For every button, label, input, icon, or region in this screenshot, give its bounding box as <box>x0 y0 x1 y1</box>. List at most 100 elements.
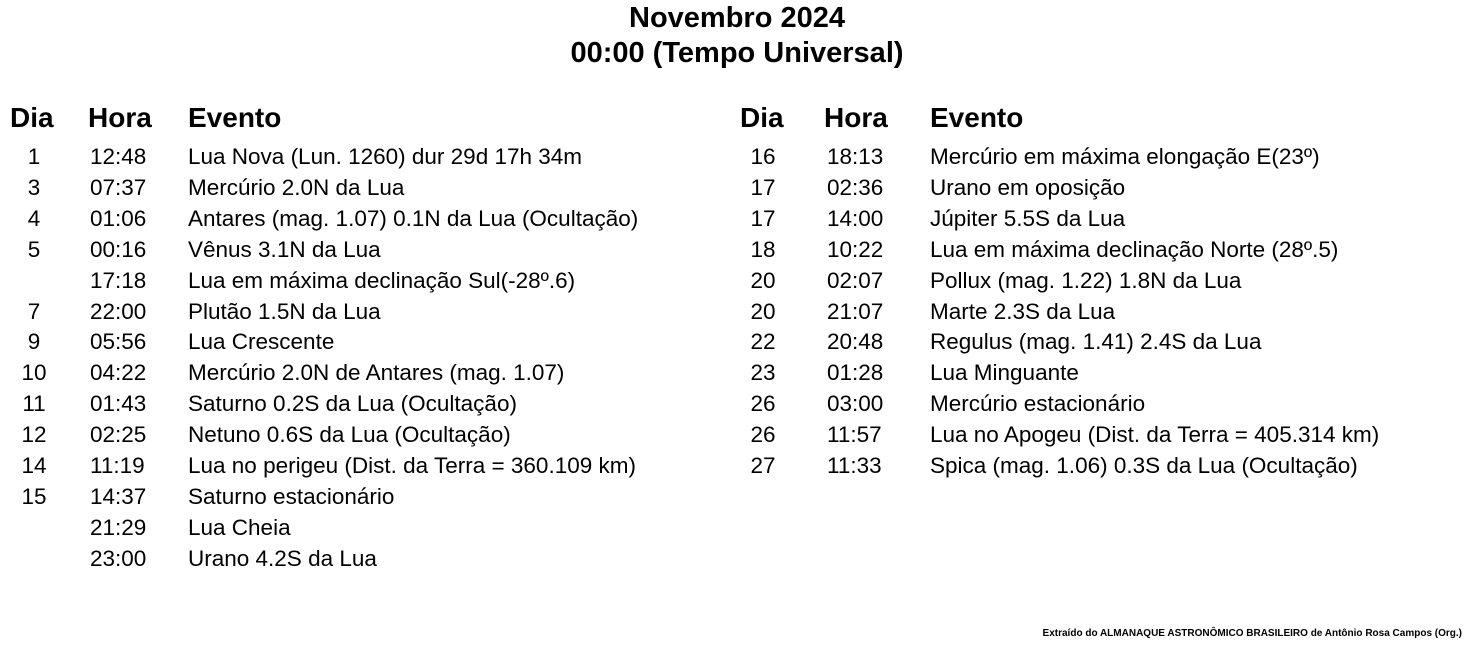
event-day: 20 <box>750 298 776 324</box>
event-row: 12 02:25 Netuno 0.6S da Lua (Ocultação) <box>0 420 1474 450</box>
event-row: 5 00:16 Vênus 3.1N da Lua <box>0 235 1474 265</box>
event-row: 18 10:22 Lua em máxima declinação Norte (2… <box>0 235 1474 265</box>
event-row: 9 05:56 Lua Crescente <box>0 327 1474 357</box>
header-dia-left: Dia <box>10 102 54 133</box>
event-row: 17 14:00 Júpiter 5.5S da Lua <box>0 204 1474 234</box>
event-time: 04:22 <box>90 360 147 386</box>
event-day: 16 <box>750 144 776 169</box>
event-time: 21:29 <box>90 514 147 540</box>
event-row: 11 01:43 Saturno 0.2S da Lua (Ocultação) <box>0 389 1474 419</box>
event-row: 3 07:37 Mercúrio 2.0N da Lua <box>0 173 1474 203</box>
event-description: Mercúrio 2.0N da Lua <box>188 174 405 200</box>
header-hora-right: Hora <box>824 102 888 133</box>
event-description: Júpiter 5.5S da Lua <box>930 205 1126 231</box>
event-time: 14:37 <box>90 483 147 509</box>
event-time: 05:56 <box>90 329 147 355</box>
event-day: 4 <box>27 205 41 231</box>
event-time: 11:57 <box>827 422 882 448</box>
page-subtitle: 00:00 (Tempo Universal) <box>570 37 904 69</box>
event-day: 10 <box>21 360 47 386</box>
event-row: 17:18 Lua em máxima declinação Sul(-28º.6… <box>0 266 1474 296</box>
event-description: Netuno 0.6S da Lua (Ocultação) <box>188 422 511 448</box>
page-title: Novembro 2024 <box>629 2 845 34</box>
event-description: Pollux (mag. 1.22) 1.8N da Lua <box>930 267 1242 293</box>
event-description: Vênus 3.1N da Lua <box>188 236 381 262</box>
event-time: 10:22 <box>827 236 884 262</box>
event-time: 03:00 <box>827 391 884 417</box>
event-row: 26 03:00 Mercúrio estacionário <box>0 389 1474 419</box>
event-day: 18 <box>750 236 776 262</box>
event-description: Lua Nova (Lun. 1260) dur 29d 17h 34m <box>188 144 583 169</box>
event-time: 11:19 <box>90 453 145 478</box>
event-row: 20 21:07 Marte 2.3S da Lua <box>0 297 1474 327</box>
event-day: 23 <box>750 360 776 386</box>
event-time: 23:00 <box>90 545 147 571</box>
event-time: 02:25 <box>90 422 147 448</box>
event-day: 11 <box>22 391 46 417</box>
event-day: 26 <box>750 391 776 417</box>
event-row: 20 02:07 Pollux (mag. 1.22) 1.8N da Lua <box>0 266 1474 296</box>
event-row: 23 01:28 Lua Minguante <box>0 358 1474 388</box>
event-day: 20 <box>750 267 776 293</box>
event-time: 00:16 <box>90 236 147 262</box>
event-time: 18:13 <box>827 144 884 169</box>
event-description: Marte 2.3S da Lua <box>930 298 1116 324</box>
event-day: 17 <box>750 205 776 231</box>
event-time: 01:43 <box>90 391 147 417</box>
event-time: 07:37 <box>90 174 147 200</box>
event-time: 11:33 <box>827 453 882 478</box>
event-description: Saturno estacionário <box>188 483 395 509</box>
event-description: Lua Cheia <box>188 514 291 540</box>
event-row: 10 04:22 Mercúrio 2.0N de Antares (mag. 1.… <box>0 358 1474 388</box>
event-row: 27 11:33 Spica (mag. 1.06) 0.3S da Lua (Oc… <box>0 451 1474 481</box>
event-time: 02:07 <box>827 267 884 293</box>
event-row: 7 22:00 Plutão 1.5N da Lua <box>0 297 1474 327</box>
event-description: Plutão 1.5N da Lua <box>188 298 381 324</box>
header-hora-left: Hora <box>88 102 152 133</box>
event-day: 7 <box>27 298 41 324</box>
event-description: Lua no Apogeu (Dist. da Terra = 405.314 … <box>930 422 1380 448</box>
event-time: 01:28 <box>827 360 884 386</box>
event-day: 17 <box>750 174 776 200</box>
event-description: Lua Crescente <box>188 329 335 355</box>
event-day: 14 <box>21 453 47 478</box>
event-day: 12 <box>21 422 47 448</box>
event-row: 4 01:06 Antares (mag. 1.07) 0.1N da Lua (O… <box>0 204 1474 234</box>
event-description: Lua em máxima declinação Norte (28º.5) <box>930 236 1339 262</box>
header-evento-left: Evento <box>188 102 282 133</box>
event-row: 21:29 Lua Cheia <box>0 513 1474 543</box>
event-time: 14:00 <box>827 205 884 231</box>
event-row: 23:00 Urano 4.2S da Lua <box>0 544 1474 574</box>
event-description: Lua Minguante <box>930 360 1079 386</box>
event-day: 9 <box>27 329 41 355</box>
event-day: 5 <box>27 236 41 262</box>
event-description: Lua em máxima declinação Sul(-28º.6) <box>188 267 576 293</box>
event-row: 16 18:13 Mercúrio em máxima elongação E(23… <box>0 142 1474 172</box>
event-row: 22 20:48 Regulus (mag. 1.41) 2.4S da Lua <box>0 327 1474 357</box>
event-time: 02:36 <box>827 174 884 200</box>
event-description: Urano 4.2S da Lua <box>188 545 377 571</box>
header-evento-right: Evento <box>930 102 1024 133</box>
event-day: 3 <box>27 174 41 200</box>
event-day: 26 <box>750 422 776 448</box>
event-description: Mercúrio 2.0N de Antares (mag. 1.07) <box>188 360 565 386</box>
event-description: Urano em oposição <box>930 174 1126 200</box>
event-time: 12:48 <box>90 144 147 169</box>
source-credit: Extraído do ALMANAQUE ASTRONÔMICO BRASIL… <box>1042 628 1462 639</box>
event-time: 20:48 <box>827 329 884 355</box>
event-day: 1 <box>27 144 41 169</box>
event-day: 15 <box>21 483 47 509</box>
event-day: 27 <box>750 453 776 478</box>
event-row: 1 12:48 Lua Nova (Lun. 1260) dur 29d 17h 3… <box>0 142 1474 172</box>
event-description: Saturno 0.2S da Lua (Ocultação) <box>188 391 517 417</box>
header-dia-right: Dia <box>740 102 784 133</box>
event-description: Mercúrio estacionário <box>930 391 1146 417</box>
event-row: 26 11:57 Lua no Apogeu (Dist. da Terra = 4… <box>0 420 1474 450</box>
event-time: 21:07 <box>827 298 884 324</box>
event-description: Regulus (mag. 1.41) 2.4S da Lua <box>930 329 1262 355</box>
event-row: 17 02:36 Urano em oposição <box>0 173 1474 203</box>
event-time: 22:00 <box>90 298 147 324</box>
event-description: Lua no perigeu (Dist. da Terra = 360.109… <box>188 453 636 478</box>
event-row: 15 14:37 Saturno estacionário <box>0 482 1474 512</box>
